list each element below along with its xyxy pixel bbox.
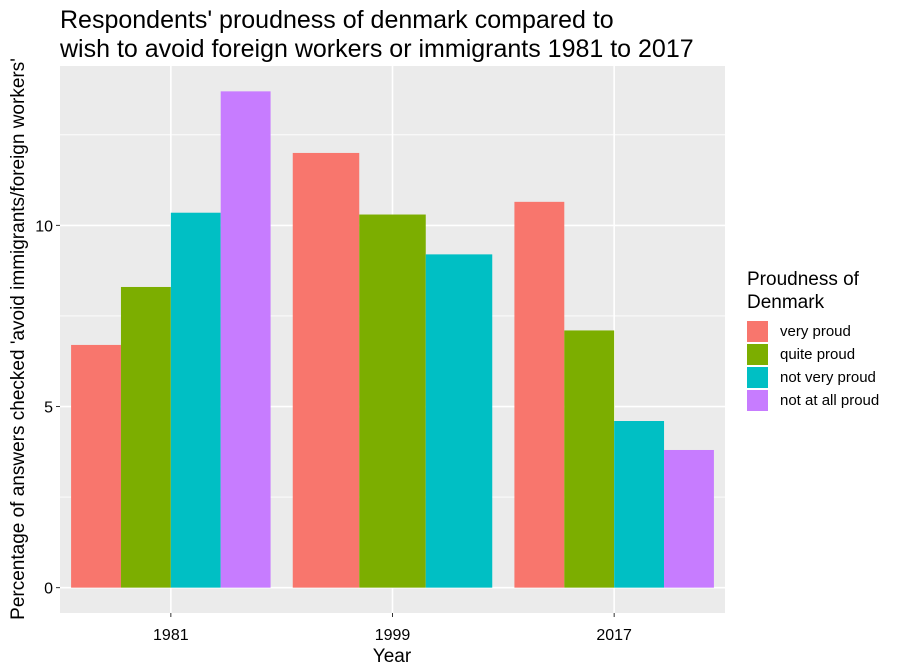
legend-item-not-at-all-proud: not at all proud [747, 389, 887, 412]
bar-1981-not-at-all-proud [220, 91, 271, 588]
legend-title-line-2: Denmark [747, 292, 825, 313]
legend-label: very proud [780, 323, 851, 340]
legend-item-very-proud: very proud [747, 320, 887, 343]
bar-2017-not-very-proud [614, 421, 665, 588]
legend-label: quite proud [780, 346, 856, 363]
legend-swatch [747, 390, 768, 411]
bar-2017-very-proud [514, 201, 565, 588]
legend-swatch [747, 344, 768, 365]
bars [71, 91, 714, 588]
y-axis: 0 5 10 [35, 218, 60, 598]
bar-1981-quite-proud [120, 286, 171, 588]
bar-2017-not-at-all-proud [664, 449, 714, 588]
x-tick-label: 2017 [596, 627, 632, 644]
bar-1999-very-proud [292, 152, 360, 588]
legend-label: not very proud [780, 369, 876, 386]
bar-1981-very-proud [71, 344, 121, 588]
y-tick-label: 5 [44, 400, 53, 417]
x-axis-label: Year [373, 646, 412, 667]
y-axis-label: Percentage of answers checked 'avoid imm… [8, 58, 29, 620]
chart-title-line-1: Respondents' proudness of denmark compar… [60, 6, 614, 34]
legend-item-not-very-proud: not very proud [747, 366, 887, 389]
x-tick-label: 1981 [153, 627, 189, 644]
bar-1999-quite-proud [359, 214, 426, 588]
legend-title: Proudness of Denmark [747, 268, 887, 314]
legend-title-line-1: Proudness of [747, 269, 859, 290]
y-tick-label: 0 [44, 581, 53, 598]
legend-item-quite-proud: quite proud [747, 343, 887, 366]
x-axis: 1981 1999 2017 [153, 613, 632, 644]
chart-title: Respondents' proudness of denmark compar… [60, 6, 694, 64]
x-tick-label: 1999 [375, 627, 411, 644]
legend-swatch [747, 367, 768, 388]
bar-1981-not-very-proud [170, 212, 221, 588]
legend-swatch [747, 321, 768, 342]
legend-label: not at all proud [780, 392, 880, 409]
chart-title-line-2: wish to avoid foreign workers or immigra… [60, 35, 694, 63]
y-tick-label: 10 [35, 218, 53, 235]
bar-2017-quite-proud [564, 330, 615, 588]
bar-1999-not-very-proud [425, 254, 493, 588]
legend: Proudness of Denmark very proud quite pr… [747, 268, 887, 412]
